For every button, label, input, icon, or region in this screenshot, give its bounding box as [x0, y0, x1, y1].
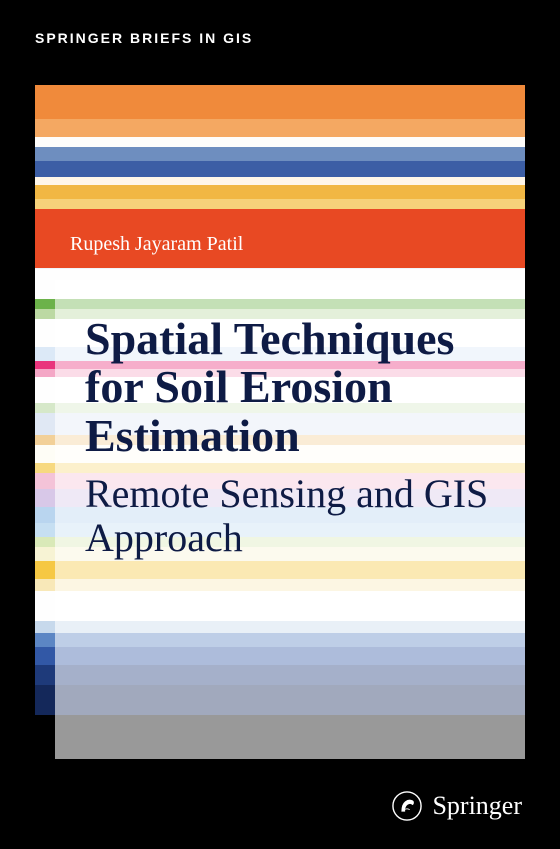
bg-stripe [35, 185, 525, 199]
title-panel: Spatial Techniques for Soil Erosion Esti… [55, 280, 525, 759]
bg-stripe [35, 161, 525, 177]
bg-stripe [35, 199, 525, 209]
author-name: Rupesh Jayaram Patil [70, 233, 243, 256]
publisher-block: Springer [392, 791, 522, 821]
bg-stripe [35, 119, 525, 137]
bg-stripe [35, 85, 525, 119]
series-text: SPRINGER BRIEFS IN GIS [35, 30, 253, 46]
bg-stripe [35, 177, 525, 185]
series-label: SPRINGER BRIEFS IN GIS [35, 30, 253, 46]
book-subtitle: Remote Sensing and GIS Approach [85, 472, 497, 560]
publisher-name: Springer [432, 791, 522, 821]
springer-horse-icon [392, 791, 422, 821]
book-title: Spatial Techniques for Soil Erosion Esti… [85, 315, 497, 460]
cover-art-panel: Rupesh Jayaram Patil Spatial Techniques … [35, 85, 525, 759]
bg-stripe [35, 137, 525, 147]
author-banner: Rupesh Jayaram Patil [35, 220, 525, 268]
bg-stripe [35, 147, 525, 161]
